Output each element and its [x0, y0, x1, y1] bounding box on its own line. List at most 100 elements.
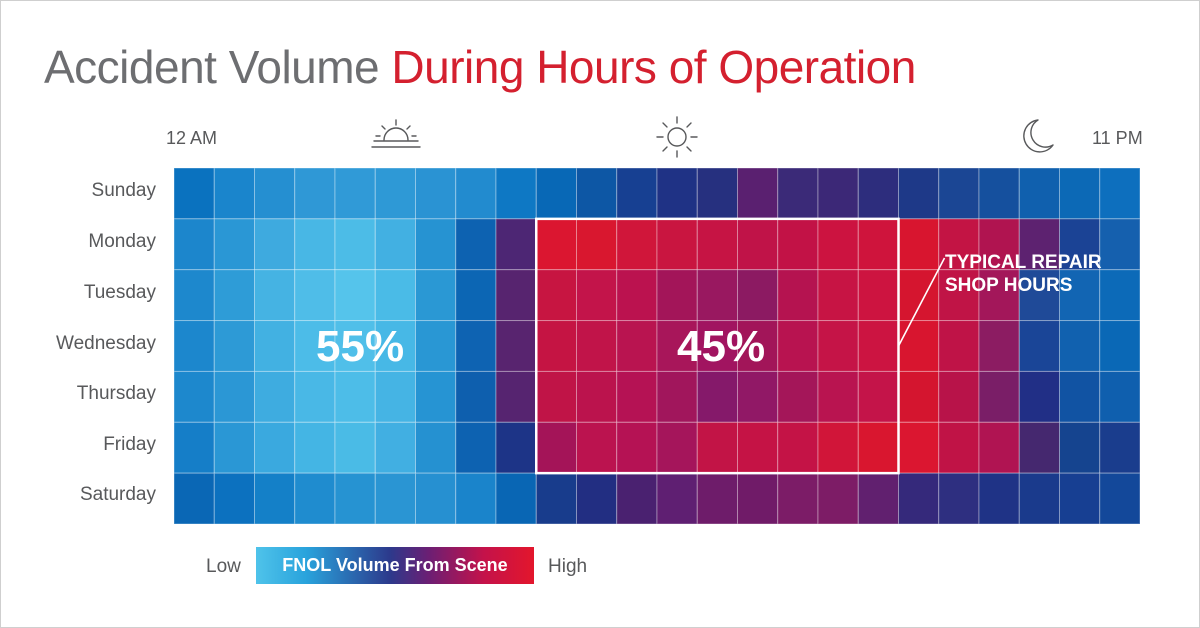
heatmap-cell [656, 168, 698, 220]
heatmap-cell [495, 218, 537, 271]
heatmap-cell [1018, 472, 1060, 524]
heatmap-cell [656, 269, 698, 322]
heatmap-cell [938, 269, 980, 322]
heatmap-cell [254, 269, 296, 322]
heatmap-cell [898, 370, 940, 423]
heatmap-cell [576, 320, 618, 372]
heatmap-cell [978, 320, 1020, 372]
heatmap-cell [1099, 472, 1140, 524]
heatmap-cell [857, 218, 899, 271]
heatmap-cell [535, 472, 577, 524]
heatmap-cell [174, 472, 215, 524]
heatmap-cell [415, 421, 457, 474]
heatmap-cell [455, 218, 497, 271]
chart-title: Accident Volume During Hours of Operatio… [44, 40, 916, 94]
legend-high-label: High [548, 556, 588, 577]
heatmap-cell [857, 370, 899, 423]
heatmap-cell [777, 370, 819, 423]
heatmap-cell [334, 421, 376, 474]
heatmap-cell [656, 472, 698, 524]
heatmap-cell [1018, 370, 1060, 423]
heatmap-cell [294, 320, 336, 372]
heatmap-cell [898, 168, 940, 220]
heatmap-cell [817, 269, 859, 322]
callout-line-1: TYPICAL REPAIR [945, 252, 1102, 273]
heatmap-cell [213, 218, 255, 271]
heatmap-cell [1059, 168, 1101, 220]
heatmap-cell [656, 320, 698, 372]
heatmap-cell [213, 472, 255, 524]
moon-icon [1023, 119, 1054, 153]
heatmap-cell [978, 421, 1020, 474]
heatmap-cell [535, 370, 577, 423]
heatmap-cell [857, 472, 899, 524]
heatmap-cell [334, 218, 376, 271]
heatmap-cell [978, 168, 1020, 220]
heatmap-cell [334, 168, 376, 220]
heatmap-cell [213, 370, 255, 423]
heatmap-cell [455, 472, 497, 524]
heatmap-cell [294, 218, 336, 271]
heatmap-cell [294, 421, 336, 474]
heatmap-cell [254, 320, 296, 372]
heatmap-cell [696, 168, 738, 220]
heatmap-cell [616, 218, 658, 271]
heatmap-cell [415, 218, 457, 271]
heatmap-cell [978, 472, 1020, 524]
heatmap-cell [576, 472, 618, 524]
heatmap-cell [334, 269, 376, 322]
heatmap-cell [415, 168, 457, 220]
percent-label-right: 45% [677, 322, 766, 371]
heatmap-cell [254, 218, 296, 271]
heatmap-cell [898, 269, 940, 322]
heatmap-cell [213, 168, 255, 220]
heatmap-cell [495, 421, 537, 474]
heatmap-cell [817, 472, 859, 524]
heatmap-cell [374, 370, 416, 423]
heatmap-cell [294, 472, 336, 524]
heatmap-cell [737, 421, 779, 474]
heatmap-cell [495, 320, 537, 372]
heatmap-cell [576, 370, 618, 423]
heatmap-cell [455, 370, 497, 423]
heatmap-cell [817, 421, 859, 474]
heatmap-cell [817, 370, 859, 423]
heatmap-cell [174, 320, 215, 372]
heatmap-cell [254, 472, 296, 524]
heatmap-cell [213, 421, 255, 474]
heatmap-cell [174, 218, 215, 271]
heatmap-cell [576, 168, 618, 220]
heatmap-cell [817, 168, 859, 220]
heatmap-cell [696, 269, 738, 322]
heatmap-cell [254, 370, 296, 423]
heatmap-cell [1099, 218, 1140, 271]
heatmap-cell [374, 421, 416, 474]
heatmap-cell [576, 421, 618, 474]
heatmap-cell [1018, 269, 1060, 322]
heatmap-cell [1099, 421, 1140, 474]
day-label-thursday: Thursday [76, 383, 156, 404]
heatmap-cell [334, 320, 376, 372]
heatmap-cell [938, 421, 980, 474]
heatmap-cell [1059, 421, 1101, 474]
heatmap-cell [857, 320, 899, 372]
heatmap-cell [616, 168, 658, 220]
percent-label-left: 55% [316, 322, 405, 371]
heatmap-cell [576, 269, 618, 322]
heatmap-cell [374, 320, 416, 372]
title-part-red: During Hours of Operation [391, 41, 916, 93]
heatmap-cell [174, 269, 215, 322]
day-label-tuesday: Tuesday [83, 282, 156, 303]
heatmap-cell [696, 472, 738, 524]
heatmap-cell [1099, 320, 1140, 372]
heatmap-cell [616, 472, 658, 524]
heatmap-cell [696, 421, 738, 474]
callout-leader-line [897, 257, 946, 347]
heatmap-cell [898, 320, 940, 372]
callout-label: TYPICAL REPAIR SHOP HOURS [945, 251, 1102, 297]
heatmap-cell [737, 168, 779, 220]
day-label-sunday: Sunday [91, 180, 156, 201]
day-label-monday: Monday [88, 231, 156, 252]
heatmap-cell [1059, 472, 1101, 524]
heatmap-cell [374, 218, 416, 271]
